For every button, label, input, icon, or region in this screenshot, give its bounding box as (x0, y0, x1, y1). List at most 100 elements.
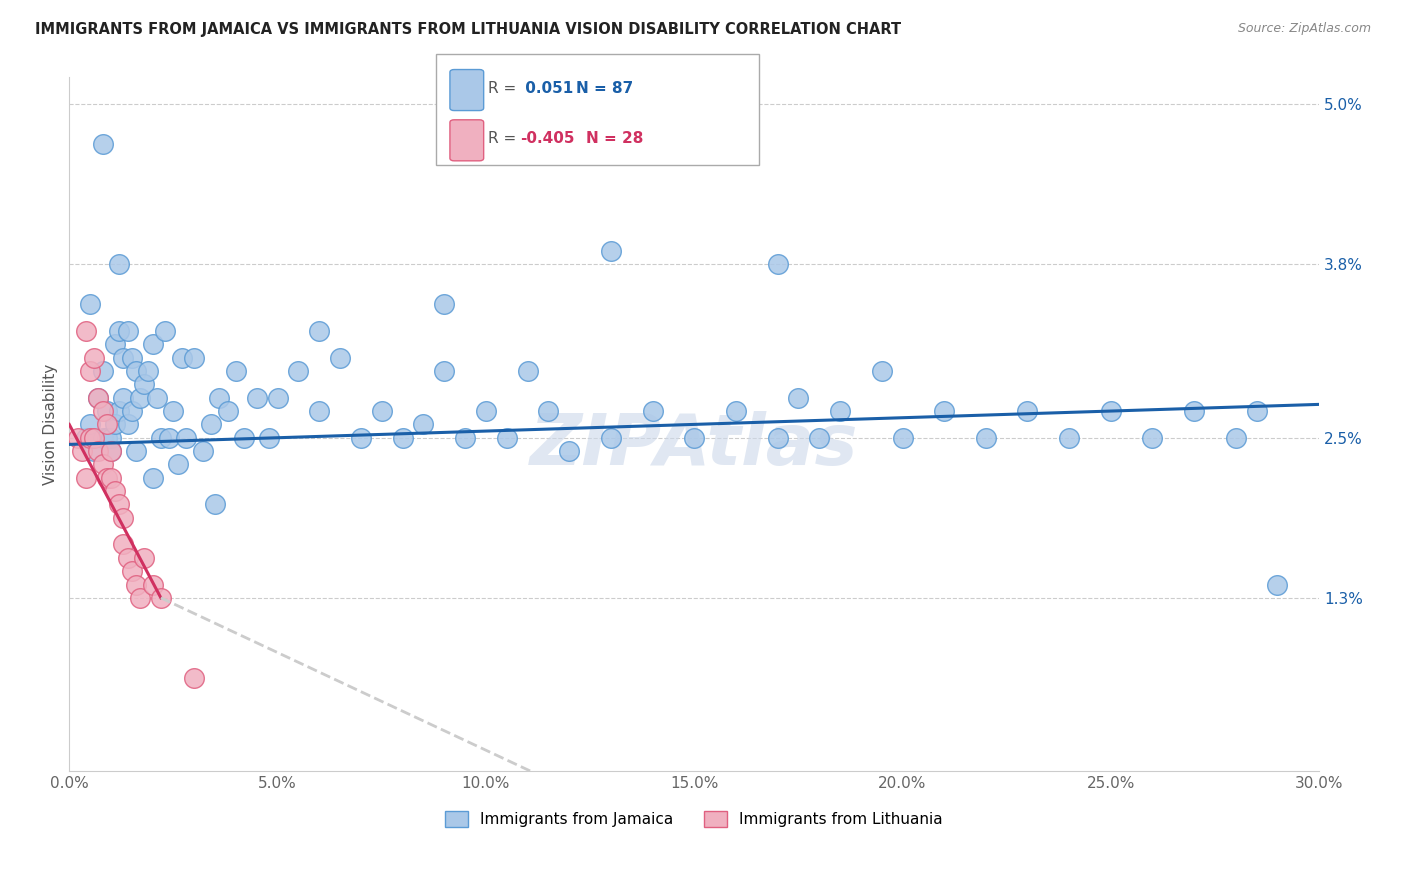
Point (91, 137, 114, 152)
Point (96, 431, 118, 445)
Point (246, 391, 269, 405)
Point (183, 351, 205, 365)
Point (100, 444, 122, 458)
Point (153, 324, 176, 338)
Point (79, 417, 101, 432)
Point (1225, 431, 1247, 445)
Point (162, 404, 184, 418)
Point (75, 471, 97, 485)
Text: IMMIGRANTS FROM JAMAICA VS IMMIGRANTS FROM LITHUANIA VISION DISABILITY CORRELATI: IMMIGRANTS FROM JAMAICA VS IMMIGRANTS FR… (35, 22, 901, 37)
Point (145, 391, 167, 405)
Point (191, 444, 214, 458)
Point (1142, 431, 1164, 445)
Point (166, 458, 188, 472)
Point (100, 431, 122, 445)
Point (91, 431, 114, 445)
Y-axis label: Vision Disability: Vision Disability (44, 364, 58, 485)
Point (142, 577, 165, 591)
Point (266, 391, 288, 405)
Point (142, 337, 165, 351)
Point (87, 391, 110, 405)
Point (329, 351, 352, 365)
Point (891, 431, 914, 445)
Point (117, 324, 139, 338)
Point (91, 404, 114, 418)
Text: N = 87: N = 87 (576, 81, 634, 95)
Point (516, 364, 538, 378)
Point (974, 431, 997, 445)
Point (1057, 431, 1080, 445)
Point (104, 484, 127, 499)
Point (170, 351, 193, 365)
Point (96, 471, 118, 485)
Point (1017, 404, 1039, 418)
Point (83, 431, 105, 445)
Point (808, 431, 831, 445)
Point (75, 324, 97, 338)
Point (129, 591, 152, 605)
Point (208, 391, 231, 405)
Point (121, 404, 143, 418)
Point (134, 550, 156, 565)
Point (149, 591, 172, 605)
Point (149, 431, 172, 445)
Point (157, 431, 180, 445)
Point (112, 537, 135, 551)
Point (217, 404, 239, 418)
Point (91, 458, 114, 472)
Point (100, 444, 122, 458)
Point (75, 431, 97, 445)
Point (204, 498, 226, 512)
Point (558, 444, 581, 458)
Point (112, 351, 135, 365)
Point (87, 391, 110, 405)
Point (96, 404, 118, 418)
Point (83, 444, 105, 458)
Point (495, 431, 517, 445)
Point (138, 364, 160, 378)
Point (125, 577, 148, 591)
Point (125, 444, 148, 458)
Point (1099, 404, 1122, 418)
Point (225, 364, 247, 378)
Point (183, 671, 205, 685)
Point (79, 364, 101, 378)
Point (104, 337, 127, 351)
Point (766, 257, 789, 271)
Point (108, 498, 131, 512)
Point (433, 297, 456, 311)
Point (121, 564, 143, 578)
Legend: Immigrants from Jamaica, Immigrants from Lithuania: Immigrants from Jamaica, Immigrants from… (439, 805, 949, 833)
Point (117, 417, 139, 432)
Point (108, 324, 131, 338)
Point (308, 324, 330, 338)
Point (108, 404, 131, 418)
Point (200, 417, 222, 432)
Point (125, 364, 148, 378)
Point (370, 404, 392, 418)
Text: -0.405: -0.405 (520, 131, 575, 146)
Point (233, 431, 256, 445)
Point (641, 404, 664, 418)
Point (433, 364, 456, 378)
Point (599, 431, 621, 445)
Text: Source: ZipAtlas.com: Source: ZipAtlas.com (1237, 22, 1371, 36)
Point (391, 431, 413, 445)
Point (1246, 404, 1268, 418)
Point (766, 431, 789, 445)
Point (121, 351, 143, 365)
Point (83, 351, 105, 365)
Point (104, 417, 127, 432)
Point (174, 431, 197, 445)
Point (142, 471, 165, 485)
Point (308, 404, 330, 418)
Point (112, 391, 135, 405)
Point (129, 391, 152, 405)
Point (100, 471, 122, 485)
Point (934, 404, 956, 418)
Text: R =: R = (488, 131, 522, 146)
Point (66, 431, 89, 445)
Point (1182, 404, 1205, 418)
Point (108, 257, 131, 271)
Point (134, 377, 156, 392)
